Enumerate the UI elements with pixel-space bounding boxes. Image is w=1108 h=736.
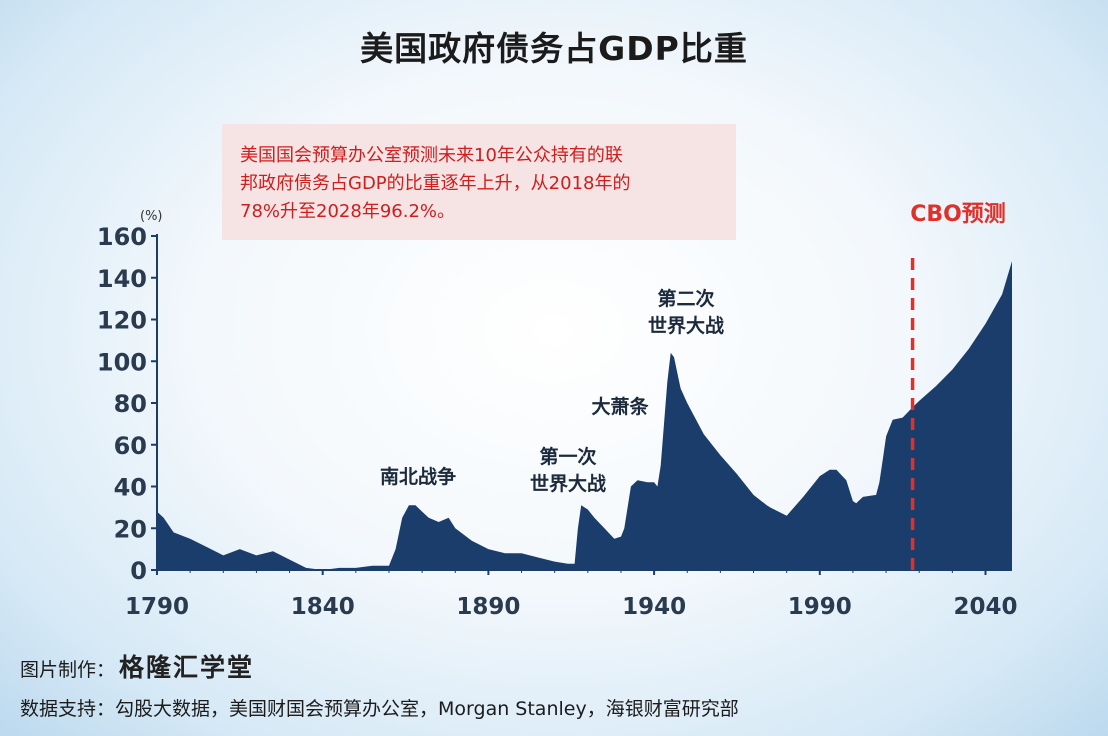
note-line: 78%升至2028年96.2%。: [240, 201, 455, 222]
source-text: 勾股大数据，美国财国会预算办公室，Morgan Stanley，海银财富研究部: [115, 698, 739, 720]
y-tick-label: 20: [114, 515, 147, 543]
y-tick-label: 80: [114, 390, 147, 418]
annotation-label: 第一次: [539, 445, 596, 468]
y-tick-label: 160: [97, 223, 147, 251]
made-by-label: 图片制作：: [20, 659, 116, 681]
annotation-label: 世界大战: [530, 472, 606, 495]
chart-title: 美国政府债务占GDP比重: [360, 29, 748, 68]
y-tick-label: 0: [130, 557, 147, 585]
annotation-label: 南北战争: [380, 465, 456, 488]
note-line: 美国国会预算办公室预测未来10年公众持有的联: [240, 145, 623, 166]
cbo-forecast-label: CBO预测: [910, 202, 1006, 227]
x-tick-label: 1990: [788, 594, 852, 620]
credit-line: 图片制作： 格隆汇学堂: [20, 648, 254, 684]
y-tick-label: 60: [114, 432, 147, 460]
y-axis-label: (%): [140, 209, 163, 224]
y-tick-label: 140: [97, 265, 147, 293]
annotation-label: 大萧条: [591, 395, 649, 418]
y-tick-label: 100: [97, 348, 147, 376]
x-tick-label: 1790: [125, 594, 189, 620]
debt-area: [157, 261, 1012, 570]
x-tick-label: 1940: [622, 594, 686, 620]
annotation-label: 第二次: [657, 287, 714, 310]
x-tick-label: 1840: [291, 594, 355, 620]
x-tick-label: 2040: [953, 594, 1017, 620]
note-line: 邦政府债务占GDP的比重逐年上升，从2018年的: [240, 173, 631, 194]
y-tick-label: 120: [97, 307, 147, 335]
source-line: 数据支持：勾股大数据，美国财国会预算办公室，Morgan Stanley，海银财…: [20, 694, 739, 721]
annotation-label: 世界大战: [648, 314, 724, 337]
brand-logo-text: 格隆汇学堂: [119, 653, 255, 682]
source-label: 数据支持：: [20, 698, 116, 720]
x-tick-label: 1890: [456, 594, 520, 620]
y-tick-label: 40: [114, 474, 147, 502]
cbo-note-box: 美国国会预算办公室预测未来10年公众持有的联 邦政府债务占GDP的比重逐年上升，…: [222, 124, 736, 240]
